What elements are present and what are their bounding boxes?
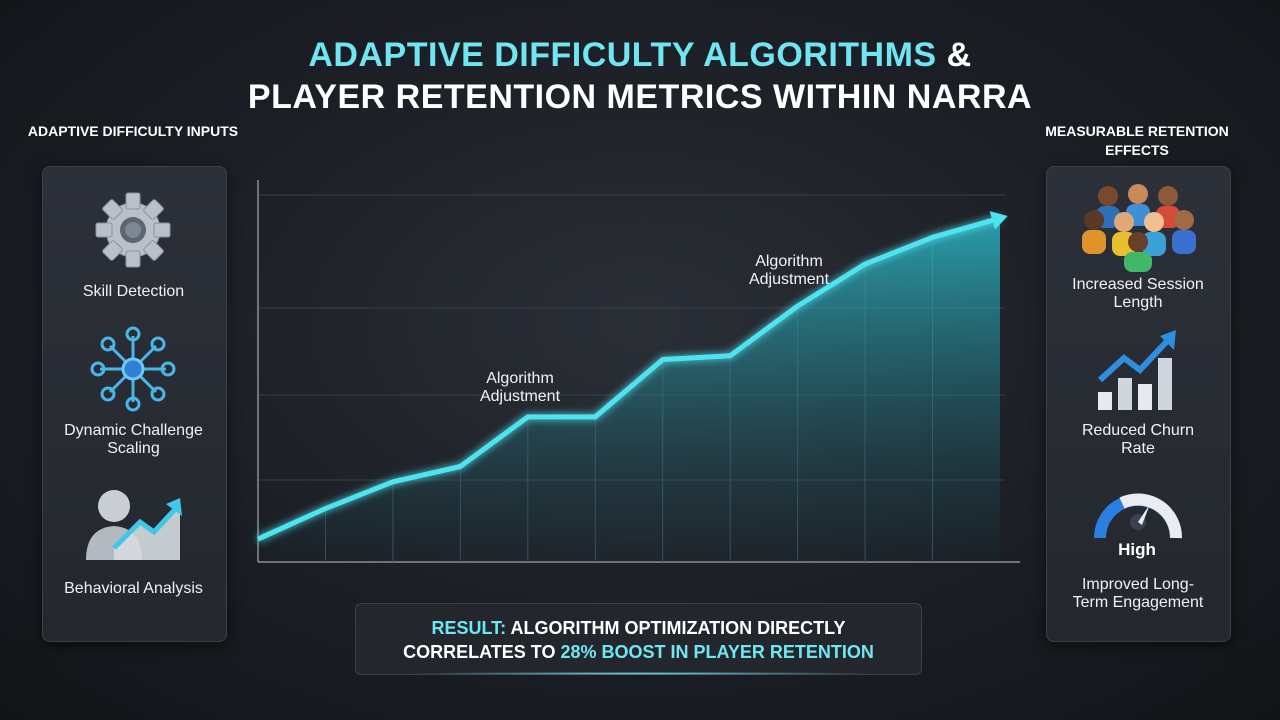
result-text: ALGORITHM OPTIMIZATION DIRECTLY CORRELAT…: [403, 618, 846, 662]
title-line: PLAYER RETENTION METRICS WITHIN NARRA: [247, 78, 1033, 116]
arrow-head: [989, 211, 1008, 230]
item-label: Improved Long-Term Engagement: [1072, 576, 1204, 611]
item-label: Increased Session Length: [1072, 276, 1204, 311]
network-icon: [90, 326, 176, 412]
result-glow: [400, 672, 880, 675]
result-box: RESULT: ALGORITHM OPTIMIZATION DIRECTLY …: [355, 603, 922, 675]
annotation: Algorithm Adjustment: [748, 253, 830, 288]
title-highlight: ADAPTIVE DIFFICULTY ALGORITHMS: [308, 36, 937, 74]
title: ADAPTIVE DIFFICULTY ALGORITHMS & PLAYER …: [0, 34, 1280, 118]
annotation: Algorithm Adjustment: [479, 370, 561, 405]
panel-heading: MEASURABLE RETENTION EFFECTS: [1045, 123, 1229, 158]
item-label: Reduced Churn Rate: [1081, 422, 1195, 457]
gauge-label: High: [1118, 540, 1156, 559]
people-icon: [1082, 184, 1196, 272]
behavior-icon: [86, 490, 182, 560]
title-amp: &: [946, 36, 972, 74]
item-label: Behavioral Analysis: [64, 580, 203, 597]
line: [256, 215, 1001, 542]
gear-icon: [95, 192, 171, 268]
result-highlight: 28% BOOST IN PLAYER RETENTION: [560, 642, 874, 662]
panel-heading: ADAPTIVE DIFFICULTY INPUTS: [27, 123, 239, 139]
item-label: Skill Detection: [82, 283, 185, 300]
gauge-icon: [1094, 493, 1183, 539]
growth-icon: [1097, 330, 1176, 410]
result-label: RESULT:: [431, 618, 507, 638]
item-label: Dynamic Challenge Scaling: [64, 422, 203, 457]
